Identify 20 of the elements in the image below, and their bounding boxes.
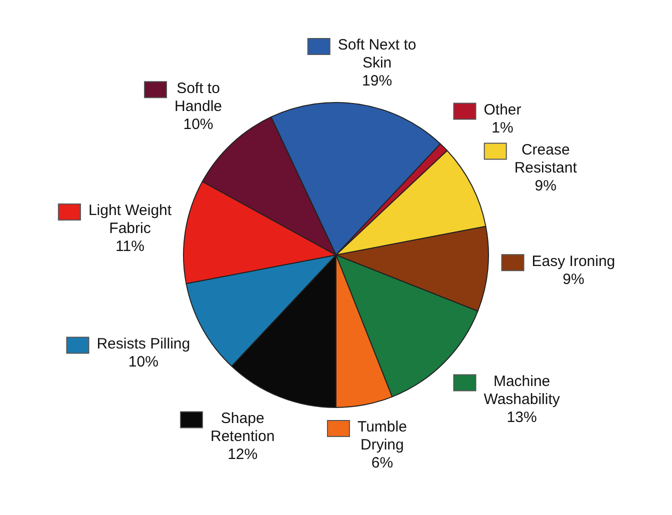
legend-label: Light Weight Fabric: [88, 202, 172, 238]
data-label: 9%: [534, 177, 556, 194]
legend-label: Machine Washability: [484, 372, 560, 408]
legend-label: Easy Ironing: [532, 252, 616, 270]
data-label: 6%: [371, 454, 394, 472]
legend-label: Crease Resistant: [514, 141, 578, 176]
data-label: 12%: [228, 446, 258, 463]
data-label: 1%: [492, 119, 514, 136]
legend-label: Shape Retention: [210, 410, 275, 445]
legend-label: Soft Next to Skin: [338, 36, 416, 72]
legend-label: Tumble Drying: [357, 418, 407, 454]
legend-label: Other: [484, 101, 522, 118]
data-label: 11%: [116, 238, 144, 256]
data-label: 10%: [128, 353, 158, 370]
legend-label: Resists Pilling: [96, 335, 190, 352]
data-label: 10%: [183, 116, 214, 133]
legend-label: Soft to Handle: [174, 80, 222, 115]
data-label: 13%: [506, 408, 537, 426]
data-label: 9%: [562, 270, 584, 288]
data-label: 19%: [362, 72, 392, 90]
